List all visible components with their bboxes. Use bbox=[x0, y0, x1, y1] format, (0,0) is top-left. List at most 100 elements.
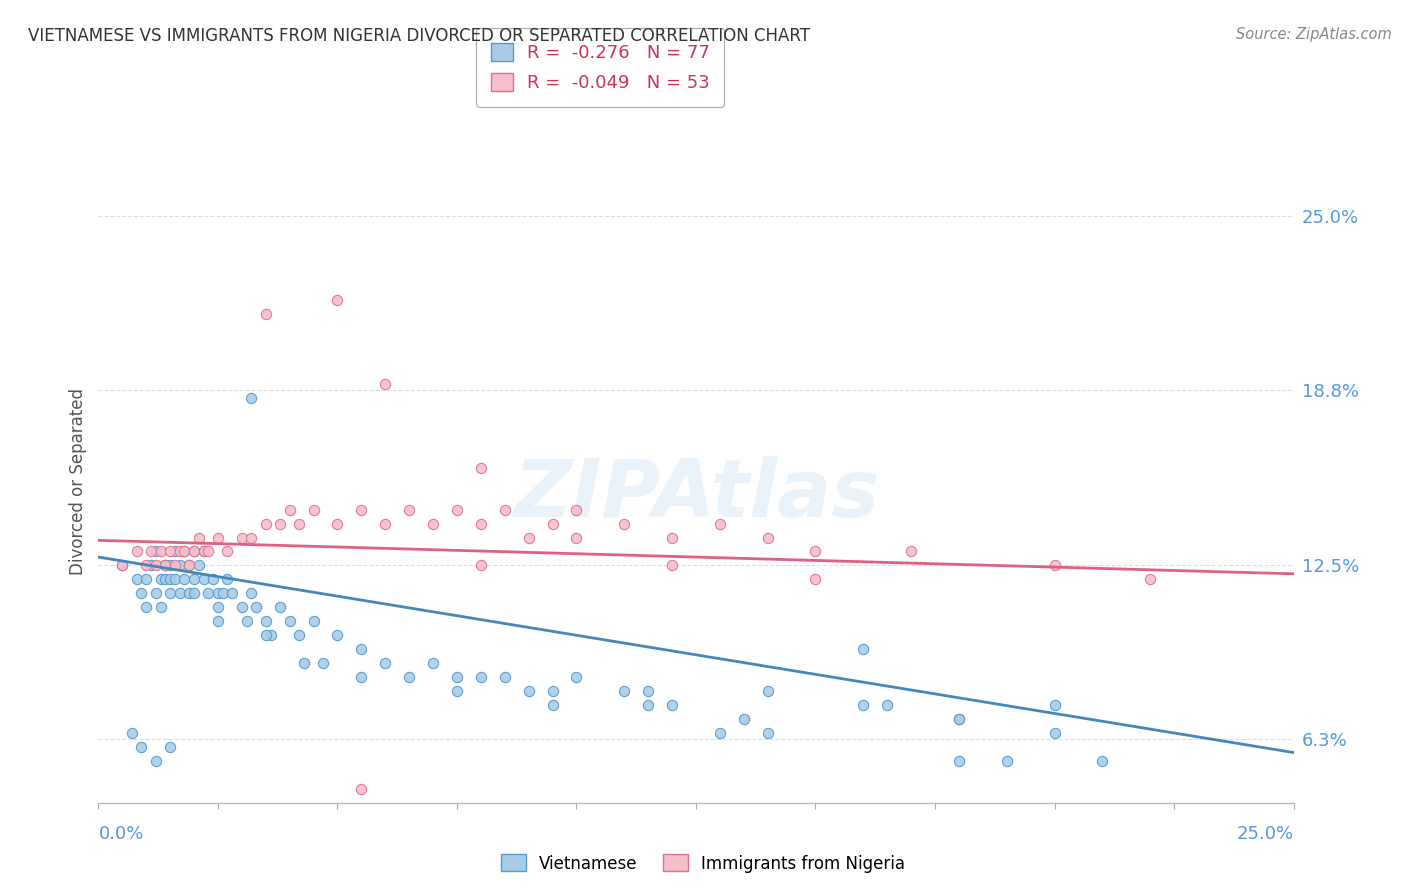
Point bbox=[292, 656, 315, 670]
Point bbox=[709, 516, 731, 531]
Point bbox=[197, 544, 219, 558]
Point bbox=[350, 502, 373, 516]
Point bbox=[145, 754, 167, 768]
Point bbox=[312, 656, 335, 670]
Point bbox=[374, 516, 396, 531]
Point bbox=[470, 558, 492, 573]
Point bbox=[207, 586, 229, 600]
Point bbox=[155, 573, 177, 587]
Point bbox=[179, 558, 201, 573]
Point bbox=[541, 684, 564, 698]
Point bbox=[661, 531, 683, 545]
Point bbox=[422, 516, 444, 531]
Point bbox=[145, 586, 167, 600]
Point bbox=[207, 615, 229, 629]
Point bbox=[709, 726, 731, 740]
Text: Source: ZipAtlas.com: Source: ZipAtlas.com bbox=[1236, 27, 1392, 42]
Point bbox=[733, 712, 755, 726]
Point bbox=[231, 531, 253, 545]
Point bbox=[374, 656, 396, 670]
Text: ZIPAtlas: ZIPAtlas bbox=[513, 456, 879, 533]
Point bbox=[131, 739, 153, 754]
Point bbox=[446, 670, 468, 684]
Point bbox=[202, 573, 225, 587]
Y-axis label: Divorced or Separated: Divorced or Separated bbox=[69, 388, 87, 575]
Point bbox=[852, 698, 875, 712]
Point bbox=[259, 628, 281, 642]
Point bbox=[254, 628, 277, 642]
Point bbox=[613, 684, 636, 698]
Point bbox=[446, 502, 468, 516]
Point bbox=[135, 600, 157, 615]
Point bbox=[131, 586, 153, 600]
Point bbox=[422, 656, 444, 670]
Point bbox=[139, 544, 162, 558]
Point bbox=[183, 586, 205, 600]
Text: 25.0%: 25.0% bbox=[1236, 825, 1294, 843]
Point bbox=[169, 558, 191, 573]
Point bbox=[211, 586, 233, 600]
Point bbox=[995, 754, 1018, 768]
Point bbox=[187, 558, 209, 573]
Point bbox=[197, 586, 219, 600]
Point bbox=[876, 698, 898, 712]
Point bbox=[135, 558, 157, 573]
Point bbox=[804, 544, 827, 558]
Point bbox=[446, 684, 468, 698]
Point bbox=[565, 531, 588, 545]
Point bbox=[269, 516, 291, 531]
Point bbox=[350, 642, 373, 657]
Point bbox=[374, 376, 396, 391]
Point bbox=[207, 531, 229, 545]
Point bbox=[135, 573, 157, 587]
Point bbox=[278, 502, 301, 516]
Point bbox=[111, 558, 134, 573]
Point bbox=[163, 573, 186, 587]
Point bbox=[193, 544, 215, 558]
Point bbox=[1043, 558, 1066, 573]
Point bbox=[245, 600, 267, 615]
Point bbox=[541, 516, 564, 531]
Point bbox=[288, 516, 311, 531]
Point bbox=[159, 586, 181, 600]
Legend: Vietnamese, Immigrants from Nigeria: Vietnamese, Immigrants from Nigeria bbox=[495, 847, 911, 880]
Point bbox=[240, 586, 263, 600]
Point bbox=[169, 586, 191, 600]
Point bbox=[149, 600, 172, 615]
Point bbox=[254, 615, 277, 629]
Point bbox=[278, 615, 301, 629]
Point bbox=[565, 670, 588, 684]
Point bbox=[163, 558, 186, 573]
Point bbox=[1043, 726, 1066, 740]
Point bbox=[398, 670, 420, 684]
Point bbox=[193, 544, 215, 558]
Point bbox=[169, 544, 191, 558]
Point bbox=[565, 502, 588, 516]
Point bbox=[269, 600, 291, 615]
Point bbox=[948, 754, 970, 768]
Point bbox=[494, 502, 516, 516]
Point bbox=[302, 502, 325, 516]
Point bbox=[125, 573, 148, 587]
Point bbox=[1091, 754, 1114, 768]
Point bbox=[350, 781, 373, 796]
Point bbox=[756, 531, 779, 545]
Point bbox=[179, 586, 201, 600]
Point bbox=[111, 558, 134, 573]
Point bbox=[207, 600, 229, 615]
Point bbox=[240, 391, 263, 405]
Point bbox=[163, 544, 186, 558]
Point bbox=[193, 573, 215, 587]
Point bbox=[637, 684, 659, 698]
Point bbox=[541, 698, 564, 712]
Point bbox=[179, 558, 201, 573]
Point bbox=[517, 531, 540, 545]
Point bbox=[852, 642, 875, 657]
Point bbox=[948, 712, 970, 726]
Point bbox=[221, 586, 243, 600]
Point bbox=[900, 544, 922, 558]
Point bbox=[231, 600, 253, 615]
Point bbox=[217, 573, 239, 587]
Point bbox=[637, 698, 659, 712]
Point bbox=[159, 558, 181, 573]
